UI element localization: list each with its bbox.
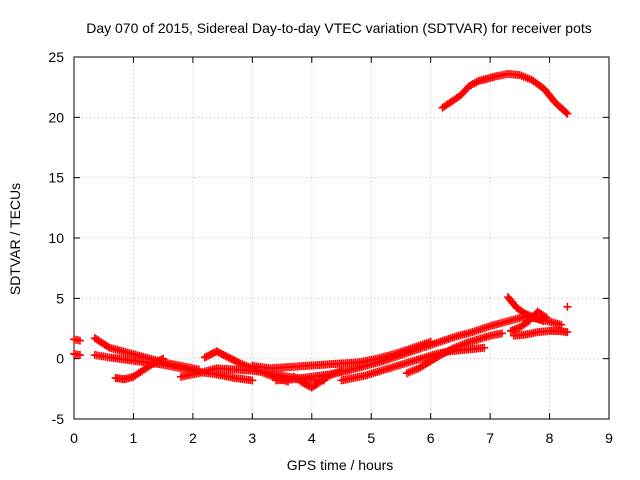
series-arc-b (70, 349, 84, 360)
y-tick-label: 15 (48, 170, 64, 186)
data-point (563, 328, 572, 337)
x-tick-label: 9 (605, 430, 613, 446)
series-arc-e (111, 354, 168, 384)
series-arc-l (402, 329, 506, 378)
y-tick-label: 5 (56, 290, 64, 306)
x-tick-label: 1 (130, 430, 138, 446)
x-tick-label: 7 (486, 430, 494, 446)
data-point (542, 313, 551, 322)
x-tick-label: 0 (70, 430, 78, 446)
y-tick-label: -5 (52, 411, 65, 427)
series-arc-n (506, 307, 551, 335)
chart-title: Day 070 of 2015, Sidereal Day-to-day VTE… (86, 20, 592, 36)
y-tick-label: 0 (56, 351, 64, 367)
y-tick-label: 10 (48, 230, 64, 246)
data-point (248, 376, 257, 385)
data-point (540, 312, 549, 321)
data-point (472, 78, 481, 87)
series-arc-o (509, 326, 572, 340)
data-layer (70, 69, 572, 392)
data-point (75, 336, 84, 345)
x-tick-label: 5 (367, 430, 375, 446)
series-arc-a (70, 335, 84, 345)
series-arc-high (438, 69, 572, 118)
data-point (563, 302, 572, 311)
x-tick-label: 4 (308, 430, 316, 446)
grid-layer (74, 57, 609, 419)
data-point (159, 354, 168, 363)
data-point (75, 351, 84, 360)
data-point (480, 343, 489, 352)
y-axis-label: SDTVAR / TECUs (7, 183, 23, 295)
x-tick-label: 3 (248, 430, 256, 446)
data-point (104, 342, 113, 351)
data-point (448, 344, 457, 353)
data-point (234, 358, 243, 367)
series-arc-m (503, 293, 548, 326)
y-tick-label: 20 (48, 109, 64, 125)
x-tick-label: 8 (546, 430, 554, 446)
x-tick-label: 2 (189, 430, 197, 446)
data-point (561, 108, 570, 117)
x-axis-label: GPS time / hours (287, 457, 394, 473)
data-point (498, 329, 506, 338)
y-tick-label: 25 (48, 49, 64, 65)
series-arc-p (563, 302, 572, 311)
data-point (563, 109, 572, 118)
ticks-layer: 0 1 2 3 4 5 6 7 8 9 -5 0 5 10 15 20 25 (48, 49, 613, 446)
x-tick-label: 6 (427, 430, 435, 446)
data-point (157, 355, 166, 364)
